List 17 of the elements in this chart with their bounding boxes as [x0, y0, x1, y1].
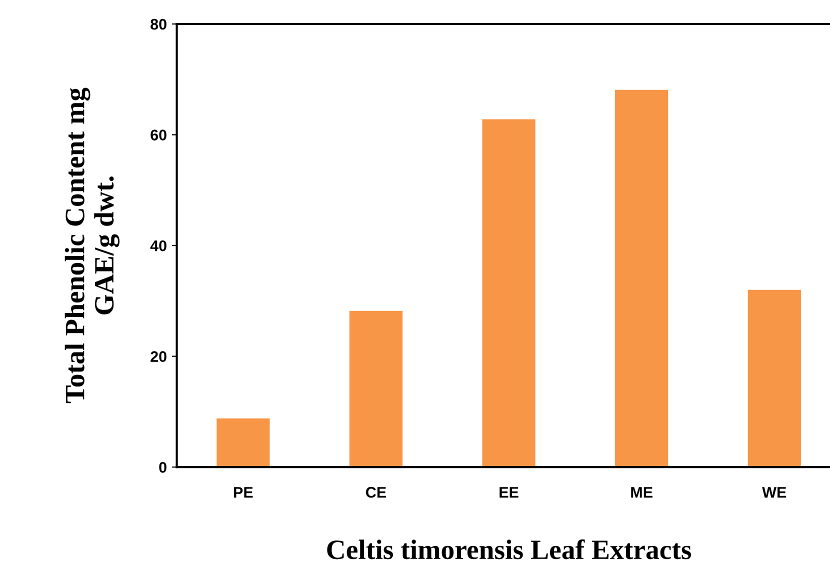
x-tick-label: ME — [631, 487, 652, 498]
bar — [748, 290, 801, 468]
y-tick-label: 0 — [159, 462, 166, 473]
bar — [216, 418, 270, 468]
x-tick-label: WE — [762, 487, 786, 498]
x-tick-label: PE — [234, 487, 253, 498]
y-tick-label: 80 — [150, 18, 166, 30]
y-tick-label: 60 — [150, 130, 166, 140]
x-tick-label: EE — [500, 487, 518, 498]
bar — [349, 310, 403, 468]
x-axis-title: Celtis timorensis Leaf Extracts — [327, 539, 692, 560]
x-tick-label: CE — [366, 486, 386, 498]
y-axis-title: Total Phenolic Content mg GAE/g dwt. — [64, 88, 120, 404]
y-tick-label: 40 — [150, 240, 166, 252]
bar — [482, 119, 536, 468]
bar — [615, 90, 668, 468]
y-tick-label: 20 — [150, 351, 166, 362]
